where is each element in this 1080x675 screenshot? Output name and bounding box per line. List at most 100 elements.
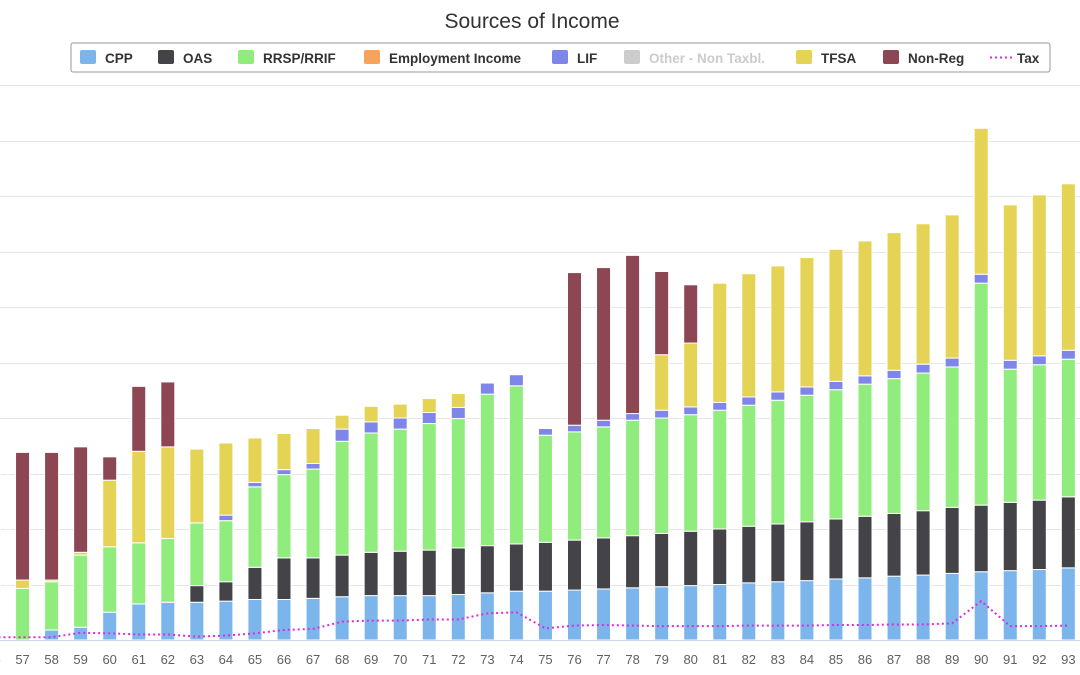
bar-tfsa-86	[857, 240, 873, 377]
bar-tfsa-62	[160, 446, 176, 539]
bar-oas-81	[712, 528, 728, 585]
bar-cpp-76	[567, 589, 582, 641]
bar-rrsp-rrif-59	[73, 554, 89, 628]
legend: CPP OAS RRSP/RRIF Employment Income LIF Other…	[80, 50, 1040, 66]
bar-non-reg-77	[596, 267, 612, 421]
bar-lif-79	[654, 409, 670, 419]
x-ticks: 56 57 58 59 60 61 62 63 64 65 66 67 68 69 70 71 72 73 74 75…	[0, 652, 1076, 667]
bar-tfsa-84	[799, 257, 815, 388]
bar-tfsa-63	[189, 448, 205, 524]
bar-lif-92	[1031, 355, 1047, 366]
bar-tfsa-68	[334, 414, 350, 430]
legend-label-other-non-taxbl: Other - Non Taxbl.	[649, 51, 765, 66]
bar-cpp-78	[625, 587, 641, 641]
bar-non-reg-79	[654, 270, 670, 356]
bar-rrsp-rrif-82	[741, 404, 757, 527]
bar-oas-79	[654, 532, 670, 588]
bar-lif-65	[247, 481, 263, 488]
bar-tfsa-57	[15, 579, 31, 589]
bar-lif-72	[450, 406, 466, 420]
bar-lif-76	[567, 424, 582, 433]
bar-rrsp-rrif-87	[886, 378, 902, 514]
bar-rrsp-rrif-74	[508, 385, 524, 545]
bar-rrsp-rrif-88	[915, 372, 931, 512]
x-tick-label: 72	[451, 652, 465, 667]
bar-rrsp-rrif-84	[799, 394, 815, 523]
bar-oas-66	[276, 557, 292, 600]
legend-swatch-non-reg	[883, 50, 899, 64]
bar-tfsa-79	[654, 354, 670, 411]
chart-title: Sources of Income	[444, 10, 619, 33]
bar-tfsa-60	[102, 479, 118, 548]
bar-oas-91	[1002, 501, 1018, 572]
legend-swatch-other-non-taxbl	[624, 50, 640, 64]
bar-lif-86	[857, 375, 873, 385]
bar-rrsp-rrif-61	[131, 542, 147, 605]
x-tick-label: 91	[1003, 652, 1017, 667]
bar-tfsa-69	[363, 405, 379, 423]
legend-label-tfsa: TFSA	[821, 51, 856, 66]
x-tick-label: 86	[858, 652, 872, 667]
bar-rrsp-rrif-64	[218, 520, 234, 583]
bar-oas-86	[857, 515, 873, 579]
bar-rrsp-rrif-83	[770, 399, 786, 525]
bar-cpp-88	[915, 574, 931, 641]
bar-oas-77	[596, 537, 612, 590]
x-tick-label: 56	[0, 652, 1, 667]
bar-rrsp-rrif-65	[247, 486, 263, 568]
x-tick-label: 81	[713, 652, 727, 667]
x-tick-label: 83	[771, 652, 785, 667]
bar-non-reg-56	[0, 450, 1, 641]
bar-rrsp-rrif-85	[828, 389, 844, 520]
bar-tfsa-83	[770, 265, 786, 393]
bar-rrsp-rrif-72	[450, 418, 466, 549]
bar-cpp-75	[537, 590, 553, 641]
bar-lif-83	[770, 391, 786, 401]
bar-lif-68	[334, 428, 350, 442]
bar-rrsp-rrif-79	[654, 417, 670, 534]
bar-oas-73	[479, 545, 495, 594]
bar-oas-67	[305, 557, 321, 599]
bar-tfsa-72	[450, 393, 466, 408]
bar-rrsp-rrif-70	[392, 428, 408, 552]
x-tick-label: 61	[132, 652, 146, 667]
bar-non-reg-60	[102, 456, 118, 481]
bar-oas-68	[334, 554, 350, 598]
x-tick-label: 84	[800, 652, 814, 667]
x-tick-label: 64	[219, 652, 233, 667]
x-tick-label: 89	[945, 652, 959, 667]
bar-rrsp-rrif-92	[1031, 364, 1047, 501]
bar-rrsp-rrif-93	[1060, 358, 1076, 498]
bar-oas-64	[218, 581, 234, 602]
bar-lif-88	[915, 363, 931, 374]
bar-oas-65	[247, 566, 263, 600]
bar-cpp-64	[218, 600, 234, 641]
line-tax	[0, 599, 1069, 639]
bar-lif-85	[828, 380, 844, 391]
bar-rrsp-rrif-66	[276, 474, 292, 559]
bar-tfsa-85	[828, 248, 844, 382]
bar-lif-84	[799, 386, 815, 396]
bar-cpp-60	[102, 611, 118, 641]
x-tick-label: 60	[102, 652, 116, 667]
bar-cpp-80	[683, 585, 699, 641]
bar-lif-80	[683, 406, 699, 416]
bar-tfsa-91	[1002, 204, 1018, 361]
bar-cpp-59	[73, 626, 89, 641]
legend-label-employment-income: Employment Income	[389, 51, 522, 66]
x-tick-label: 59	[73, 652, 87, 667]
bar-lif-71	[421, 411, 437, 425]
bar-lif-81	[712, 401, 728, 411]
bar-cpp-91	[1002, 570, 1018, 641]
bar-cpp-69	[363, 595, 379, 641]
x-tick-label: 68	[335, 652, 349, 667]
bar-oas-71	[421, 549, 437, 597]
bar-oas-74	[508, 543, 524, 592]
bar-oas-80	[683, 530, 699, 587]
bar-oas-93	[1060, 496, 1076, 569]
bar-lif-75	[537, 428, 553, 436]
bar-cpp-81	[712, 584, 728, 641]
legend-swatch-lif	[552, 50, 568, 64]
bar-rrsp-rrif-60	[102, 546, 118, 613]
x-tick-label: 66	[277, 652, 291, 667]
